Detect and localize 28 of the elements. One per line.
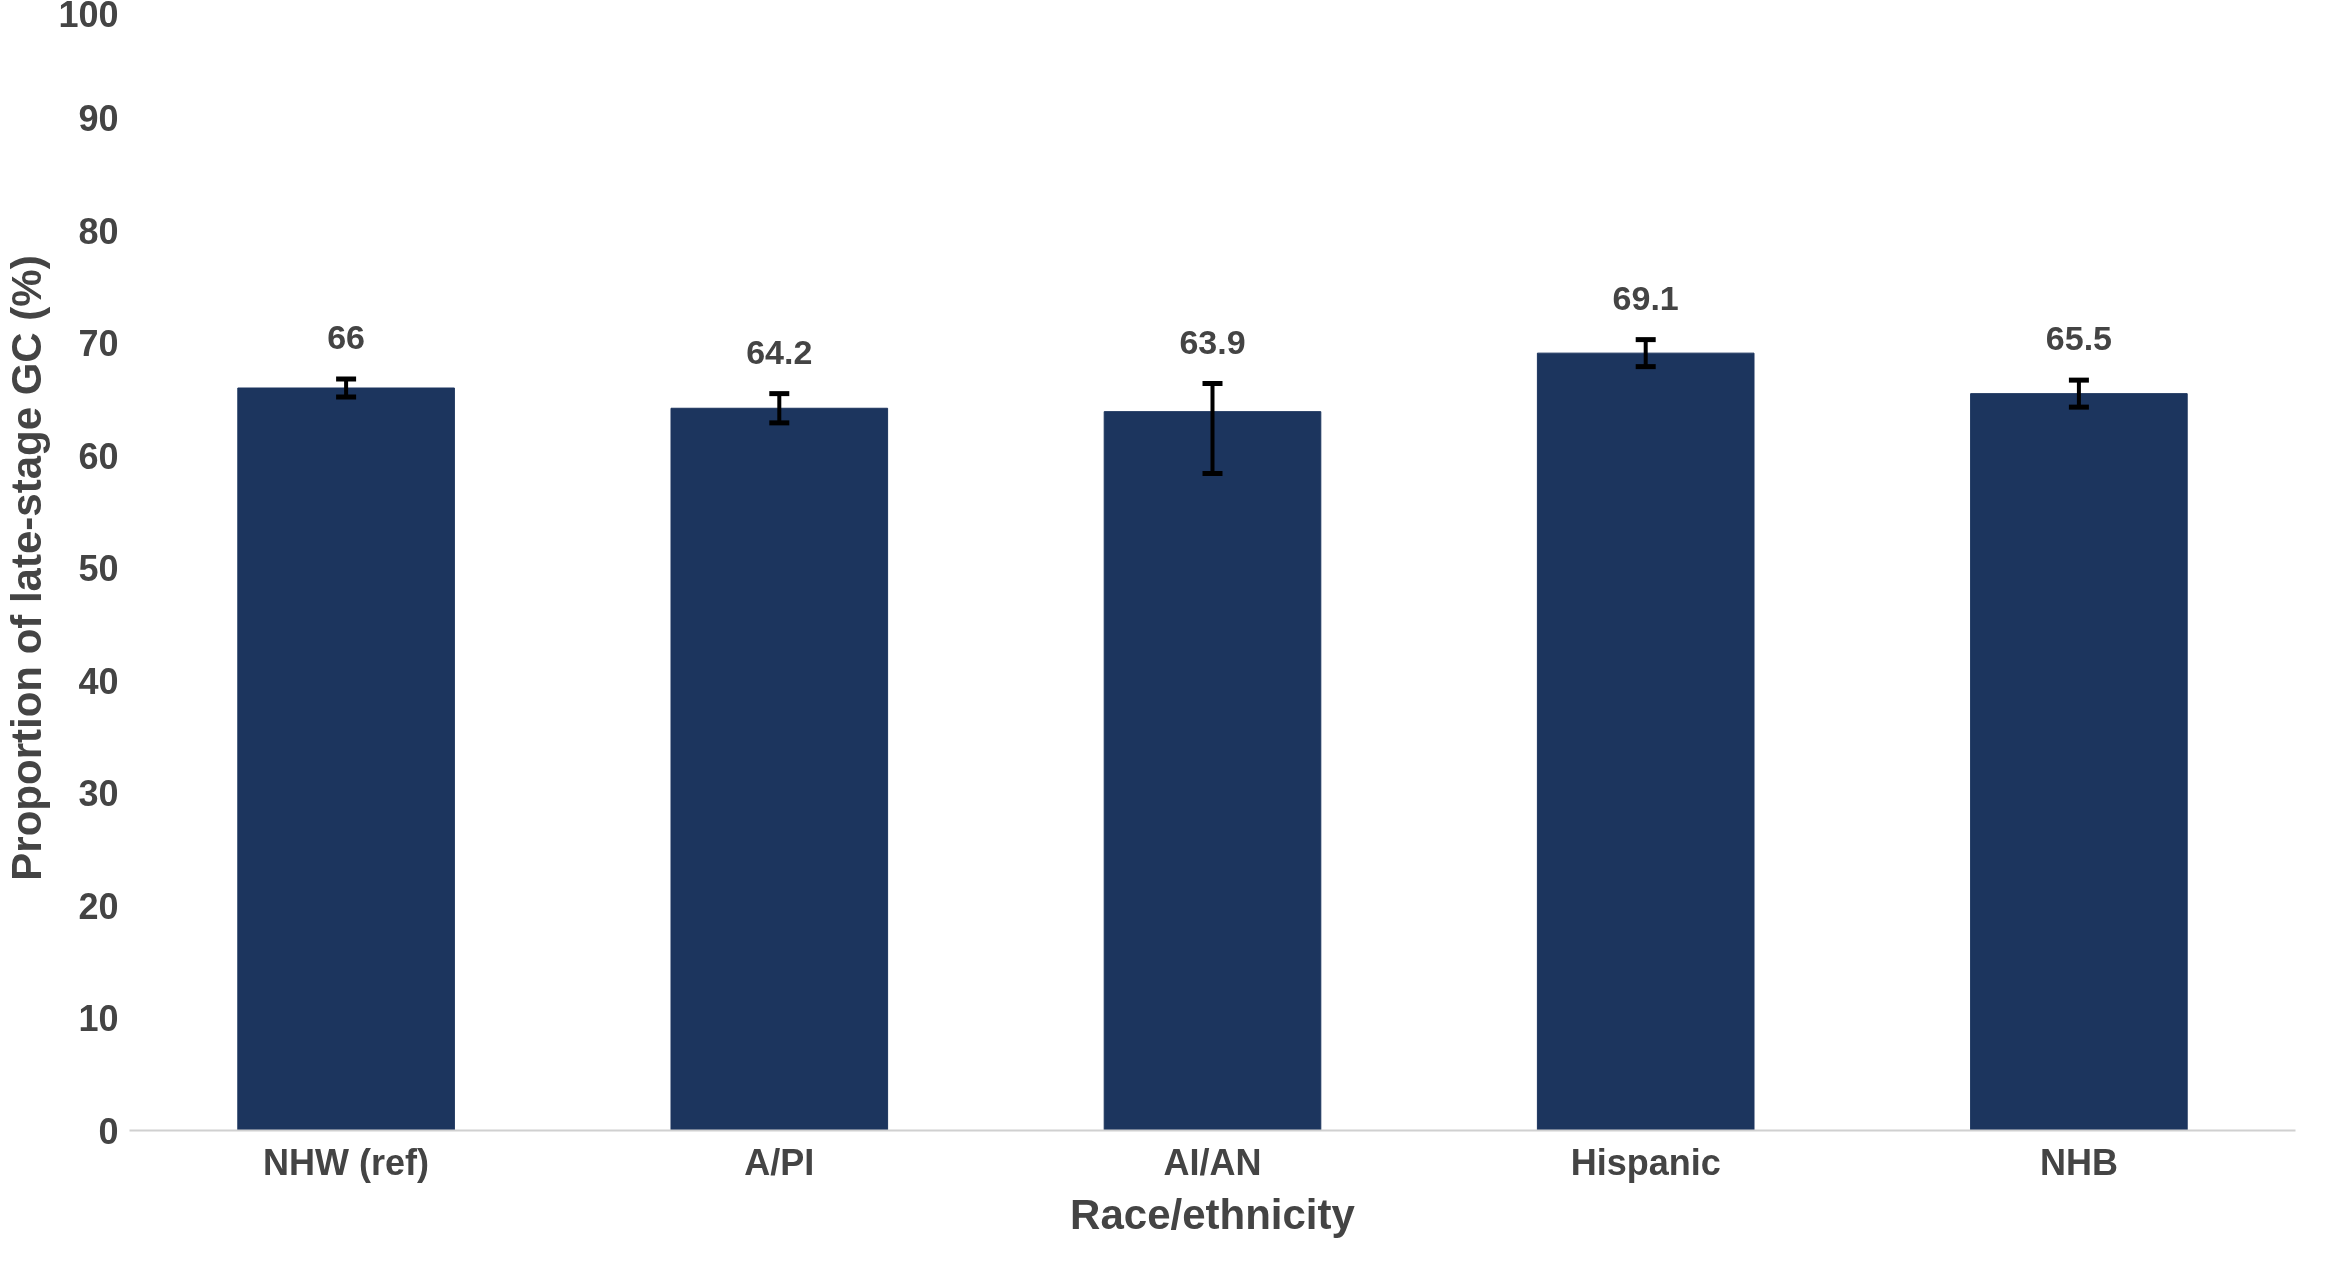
x-tick-label: NHB bbox=[2039, 1141, 2118, 1183]
x-tick-label: AI/AN bbox=[1163, 1141, 1262, 1183]
y-tick-label: 40 bbox=[78, 660, 119, 702]
bar bbox=[1536, 352, 1755, 1131]
x-axis-title: Race/ethnicity bbox=[1070, 1190, 1356, 1238]
data-label: 65.5 bbox=[2045, 319, 2112, 358]
bar bbox=[237, 387, 455, 1131]
y-tick-label: 30 bbox=[78, 773, 119, 814]
y-tick-label: 90 bbox=[78, 98, 119, 139]
data-label: 66 bbox=[327, 318, 366, 356]
data-label: 69.1 bbox=[1612, 278, 1679, 317]
y-tick-label: 50 bbox=[78, 548, 119, 589]
y-tick-label: 10 bbox=[78, 998, 119, 1039]
x-tick-label: Hispanic bbox=[1570, 1141, 1721, 1183]
y-axis-title: Proportion of late-stage GC (%) bbox=[3, 255, 51, 881]
y-tick-label: 20 bbox=[78, 885, 119, 927]
y-tick-label: 0 bbox=[98, 1110, 119, 1152]
bar bbox=[1970, 393, 2188, 1131]
bar bbox=[1103, 411, 1322, 1131]
x-tick-label: A/PI bbox=[744, 1141, 815, 1183]
x-tick-label: NHW (ref) bbox=[263, 1141, 430, 1183]
y-tick-label: 70 bbox=[78, 323, 119, 364]
bar bbox=[670, 407, 889, 1131]
y-tick-label: 100 bbox=[58, 0, 119, 35]
y-tick-label: 60 bbox=[78, 435, 119, 477]
data-label: 64.2 bbox=[746, 332, 813, 371]
y-tick-label: 80 bbox=[78, 210, 119, 252]
data-label: 63.9 bbox=[1179, 322, 1246, 361]
